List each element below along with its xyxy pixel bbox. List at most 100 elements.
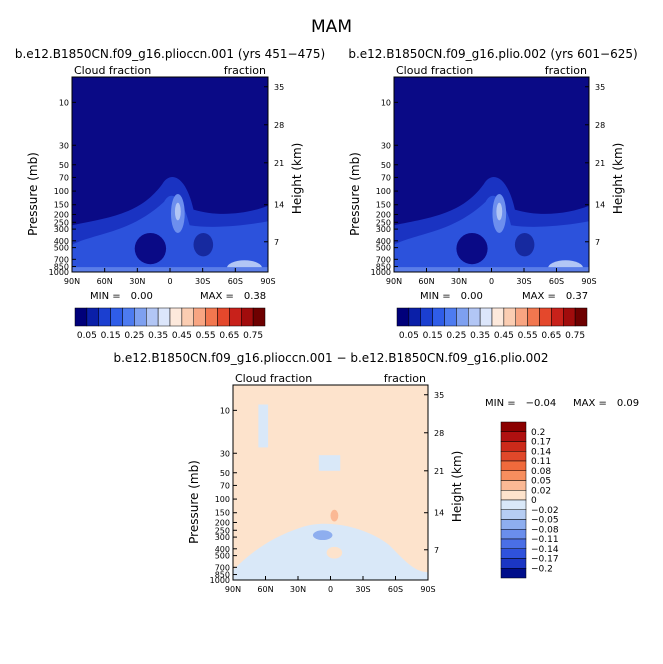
colorbar-swatch — [456, 307, 469, 327]
colorbar-swatch — [122, 307, 135, 327]
min-max-readout: MIN = 0.00 — [420, 291, 483, 302]
pressure-tick-label: 100 — [215, 495, 230, 504]
pressure-tick-label: 300 — [376, 225, 391, 234]
min-max-readout: MIN = 0.00 — [90, 291, 153, 302]
colorbar-swatch — [500, 499, 527, 510]
pressure-tick-label: 700 — [215, 563, 230, 572]
height-tick-label: 35 — [274, 83, 284, 92]
panel-title: b.e12.B1850CN.f09_g16.plioccn.001 (yrs 4… — [15, 47, 325, 61]
pressure-tick-label: 1000 — [210, 576, 230, 585]
colorbar-swatch — [515, 307, 528, 327]
colorbar-swatch — [574, 307, 588, 327]
min-value: 0.00 — [131, 291, 153, 302]
colorbar-level-label: 0.55 — [196, 331, 216, 341]
pressure-tick-label: 500 — [54, 244, 69, 253]
x-tick-label: 30N — [129, 277, 145, 286]
pressure-tick-label: 700 — [376, 255, 391, 264]
x-tick-label: 90S — [581, 277, 596, 286]
min-label: MIN = — [90, 291, 121, 302]
height-tick-label: 35 — [434, 391, 444, 400]
height-tick-label: 14 — [274, 201, 284, 210]
y-axis-label: Pressure (mb) — [348, 152, 362, 236]
pressure-tick-label: 30 — [220, 449, 230, 458]
x-tick-label: 90N — [225, 585, 241, 594]
colorbar-swatch — [74, 307, 88, 327]
y-axis-label: Pressure (mb) — [187, 460, 201, 544]
pressure-tick-label: 150 — [54, 201, 69, 210]
y-axis-label: Pressure (mb) — [26, 152, 40, 236]
colorbar-swatch — [500, 470, 527, 481]
pressure-tick-label: 30 — [59, 141, 69, 150]
colorbar-level-label: 0.55 — [518, 331, 538, 341]
colorbar-level-label: 0.11 — [531, 457, 551, 467]
colorbar-level-label: 0.05 — [399, 331, 419, 341]
pressure-tick-label: 70 — [220, 481, 230, 490]
colorbar-level-label: 0.15 — [423, 331, 443, 341]
pressure-tick-label: 70 — [381, 173, 391, 182]
colorbar-swatch — [500, 421, 527, 432]
height-tick-label: 7 — [595, 238, 600, 247]
height-tick-label: 7 — [434, 546, 439, 555]
panel-title: b.e12.B1850CN.f09_g16.plio.002 (yrs 601−… — [348, 47, 637, 61]
x-tick-label: 90S — [260, 277, 275, 286]
contour-positive-spot — [326, 546, 343, 559]
max-label: MAX = — [200, 291, 234, 302]
colorbar-level-label: −0.17 — [531, 555, 559, 565]
x-tick-label: 90N — [386, 277, 402, 286]
pressure-tick-label: 100 — [54, 187, 69, 196]
x-tick-label: 90N — [64, 277, 80, 286]
height-tick-label: 28 — [274, 121, 284, 130]
pressure-tick-label: 300 — [215, 533, 230, 542]
min-max-readout: MIN = −0.04 — [485, 398, 556, 409]
colorbar-level-label: 0.05 — [77, 331, 97, 341]
colorbar-swatch — [157, 307, 171, 327]
max-value: 0.38 — [244, 291, 266, 302]
pressure-tick-label: 100 — [376, 187, 391, 196]
colorbar-swatch — [408, 307, 421, 327]
colorbar-level-label: 0 — [531, 496, 537, 506]
x-tick-label: 60S — [388, 585, 403, 594]
colorbar-swatch — [500, 460, 527, 471]
y-axis-label-right: Height (km) — [450, 451, 464, 522]
colorbar-swatch — [252, 307, 266, 327]
pressure-tick-label: 500 — [376, 244, 391, 253]
pressure-tick-label: 10 — [220, 406, 230, 415]
contour-band-mid — [394, 195, 589, 272]
colorbar-level-label: 0.45 — [494, 331, 514, 341]
height-tick-label: 21 — [595, 159, 605, 168]
colorbar-level-label: 0.02 — [531, 486, 551, 496]
panel-left-label: Cloud fraction — [396, 64, 473, 77]
colorbar-swatch — [527, 307, 540, 327]
height-tick-label: 21 — [434, 467, 444, 476]
pressure-tick-label: 150 — [376, 201, 391, 210]
colorbar-swatch — [479, 307, 493, 327]
pressure-tick-label: 1000 — [49, 268, 69, 277]
colorbar-level-label: −0.2 — [531, 564, 553, 574]
height-tick-label: 28 — [434, 429, 444, 438]
min-value: 0.00 — [461, 291, 483, 302]
pressure-tick-label: 850 — [215, 571, 230, 580]
colorbar-level-label: 0.75 — [565, 331, 585, 341]
y-axis-label-right: Height (km) — [611, 143, 625, 214]
pressure-tick-label: 850 — [54, 263, 69, 272]
colorbar-swatch — [500, 558, 527, 569]
pressure-tick-label: 1000 — [371, 268, 391, 277]
colorbar-swatch — [110, 307, 123, 327]
colorbar-level-label: 0.35 — [148, 331, 168, 341]
pressure-tick-label: 30 — [381, 141, 391, 150]
height-tick-label: 28 — [595, 121, 605, 130]
colorbar-level-label: 0.75 — [243, 331, 263, 341]
colorbar-level-label: −0.02 — [531, 506, 559, 516]
pressure-tick-label: 200 — [54, 210, 69, 219]
x-tick-label: 60N — [257, 585, 273, 594]
x-tick-label: 30N — [451, 277, 467, 286]
colorbar-swatch — [217, 307, 230, 327]
pressure-tick-label: 250 — [376, 218, 391, 227]
y-axis-label-right: Height (km) — [290, 143, 304, 214]
colorbar-swatch — [500, 509, 527, 520]
colorbar-swatch — [500, 431, 527, 442]
contour-tropical-peak — [174, 202, 181, 221]
colorbar-swatch — [98, 307, 111, 327]
max-value: 0.37 — [566, 291, 588, 302]
